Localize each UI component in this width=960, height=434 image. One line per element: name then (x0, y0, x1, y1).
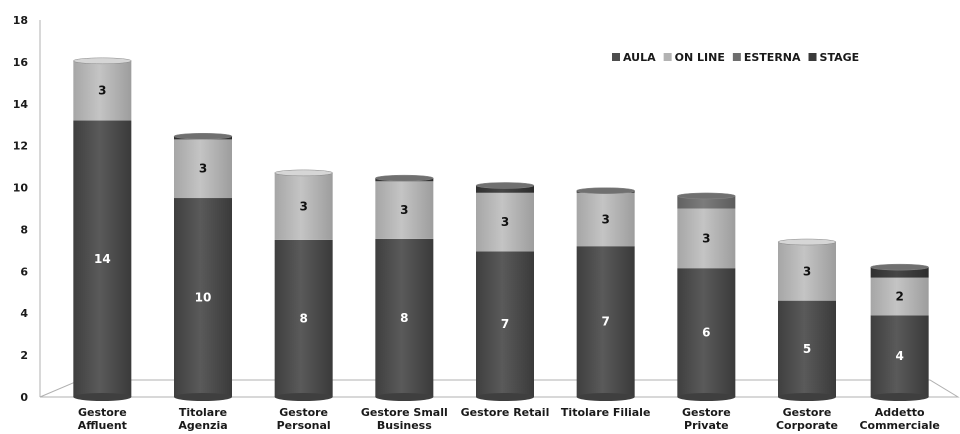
bar-on-line-1 (73, 60, 132, 121)
bar-stage-5 (476, 185, 534, 193)
bar-aula-1 (73, 120, 132, 398)
legend-label-esterna: ESTERNA (744, 51, 801, 64)
bar-base-6 (576, 393, 635, 401)
data-label-on-line-8: 3 (803, 264, 811, 278)
data-label-aula-1: 14 (94, 252, 111, 266)
bar-base-9 (870, 393, 929, 401)
y-tick-0: 0 (20, 391, 28, 404)
category-label-1: Gestore Affluent (78, 406, 127, 432)
bar-top-4 (375, 174, 434, 182)
legend-swatch-esterna (732, 53, 741, 61)
data-label-aula-2: 10 (195, 291, 212, 305)
bar-top-9 (870, 263, 929, 271)
y-axis-ticks: 0 2 4 6 8 10 12 14 16 18 (13, 14, 29, 404)
category-label-2: Titolare Agenzia (178, 406, 227, 432)
bar-base-4 (375, 393, 434, 401)
bar-on-line-9 (870, 277, 929, 316)
y-tick-18: 18 (13, 14, 28, 27)
bar-on-line-4 (375, 181, 434, 239)
legend-swatch-aula (612, 53, 620, 61)
data-label-aula-4: 8 (400, 311, 408, 325)
data-label-aula-6: 7 (601, 315, 609, 329)
bar-on-line-7 (677, 208, 736, 269)
bar-aula-9 (870, 315, 929, 397)
data-label-on-line-3: 3 (299, 199, 307, 213)
bar-base-1 (73, 393, 132, 401)
y-tick-14: 14 (13, 98, 29, 111)
bar-on-line-5 (476, 192, 534, 252)
legend-label-stage: STAGE (820, 51, 860, 64)
bar-aula-3 (274, 239, 333, 397)
data-label-on-line-9: 2 (895, 289, 903, 303)
bar-aula-2 (174, 198, 232, 397)
bar-top-8 (777, 238, 837, 246)
category-label-6: Titolare Filiale (561, 406, 650, 419)
bar-aula-7 (677, 268, 736, 397)
y-tick-8: 8 (20, 223, 28, 236)
bar-aula-8 (778, 300, 836, 397)
bar-top-7 (677, 192, 736, 200)
bar-base-7 (677, 393, 736, 401)
data-label-aula-3: 8 (299, 311, 307, 325)
legend-label-on-line: ON LINE (675, 51, 725, 64)
category-label-7: Gestore Private (682, 406, 731, 432)
bar-base-8 (778, 393, 836, 401)
data-label-on-line-4: 3 (400, 203, 408, 217)
bar-top-3 (274, 169, 333, 177)
legend-swatch-on-line (663, 53, 672, 61)
y-tick-2: 2 (20, 349, 28, 362)
bar-stage-9 (870, 267, 929, 278)
data-label-aula-7: 6 (702, 326, 710, 340)
bars-group: 14 3 10 3 8 3 8 3 7 3 7 3 6 3 5 3 4 2 (73, 57, 929, 401)
bar-aula-4 (375, 238, 434, 397)
data-label-on-line-7: 3 (702, 231, 710, 245)
bar-base-3 (274, 393, 333, 401)
category-labels: Gestore Affluent Titolare Agenzia Gestore Per… (78, 406, 940, 432)
bar-top-6 (576, 187, 635, 194)
bar-base-2 (174, 393, 232, 401)
data-label-on-line-2: 3 (199, 162, 207, 176)
data-label-aula-9: 4 (895, 349, 903, 363)
data-label-aula-5: 7 (501, 317, 509, 331)
bar-top-2 (173, 132, 233, 140)
legend-swatch-stage (808, 53, 817, 61)
category-label-3: Gestore Personal (277, 406, 331, 432)
bar-on-line-2 (174, 139, 232, 199)
bar-top-5 (475, 182, 535, 189)
legend: AULA ON LINE ESTERNA STAGE (612, 51, 859, 64)
bar-aula-5 (476, 251, 534, 397)
bar-esterna-7 (677, 195, 736, 209)
bar-on-line-3 (274, 172, 333, 240)
y-tick-4: 4 (20, 307, 28, 320)
category-label-5: Gestore Retail (461, 406, 550, 419)
bar-on-line-8 (778, 242, 836, 301)
data-label-on-line-6: 3 (601, 212, 609, 226)
y-tick-10: 10 (13, 182, 29, 195)
data-label-on-line-5: 3 (501, 215, 509, 229)
category-label-8: Gestore Corporate (776, 406, 838, 432)
y-tick-16: 16 (13, 56, 29, 69)
bar-on-line-6 (576, 192, 635, 247)
y-tick-12: 12 (13, 140, 28, 153)
category-label-4: Gestore Small Business (361, 406, 448, 432)
bar-top-1 (73, 57, 132, 65)
y-tick-6: 6 (20, 265, 28, 278)
category-label-9: Addetto Commerciale (859, 406, 939, 432)
bar-base-5 (476, 393, 534, 401)
data-label-aula-8: 5 (803, 342, 811, 356)
bar-aula-6 (576, 246, 635, 397)
data-label-on-line-1: 3 (98, 84, 106, 98)
legend-label-aula: AULA (623, 51, 656, 64)
